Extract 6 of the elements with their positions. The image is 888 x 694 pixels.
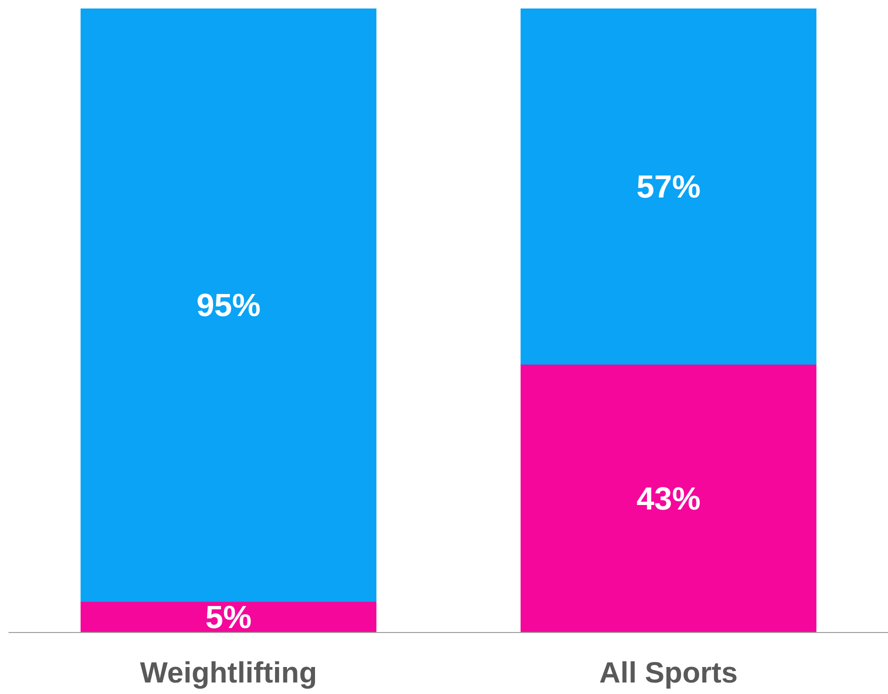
x-tick-label: Weightlifting: [140, 656, 318, 690]
data-label: 43%: [636, 480, 701, 516]
data-label: 57%: [636, 168, 701, 204]
data-label: 5%: [205, 598, 252, 635]
x-tick-label: All Sports: [599, 656, 738, 690]
data-label: 95%: [196, 286, 261, 323]
